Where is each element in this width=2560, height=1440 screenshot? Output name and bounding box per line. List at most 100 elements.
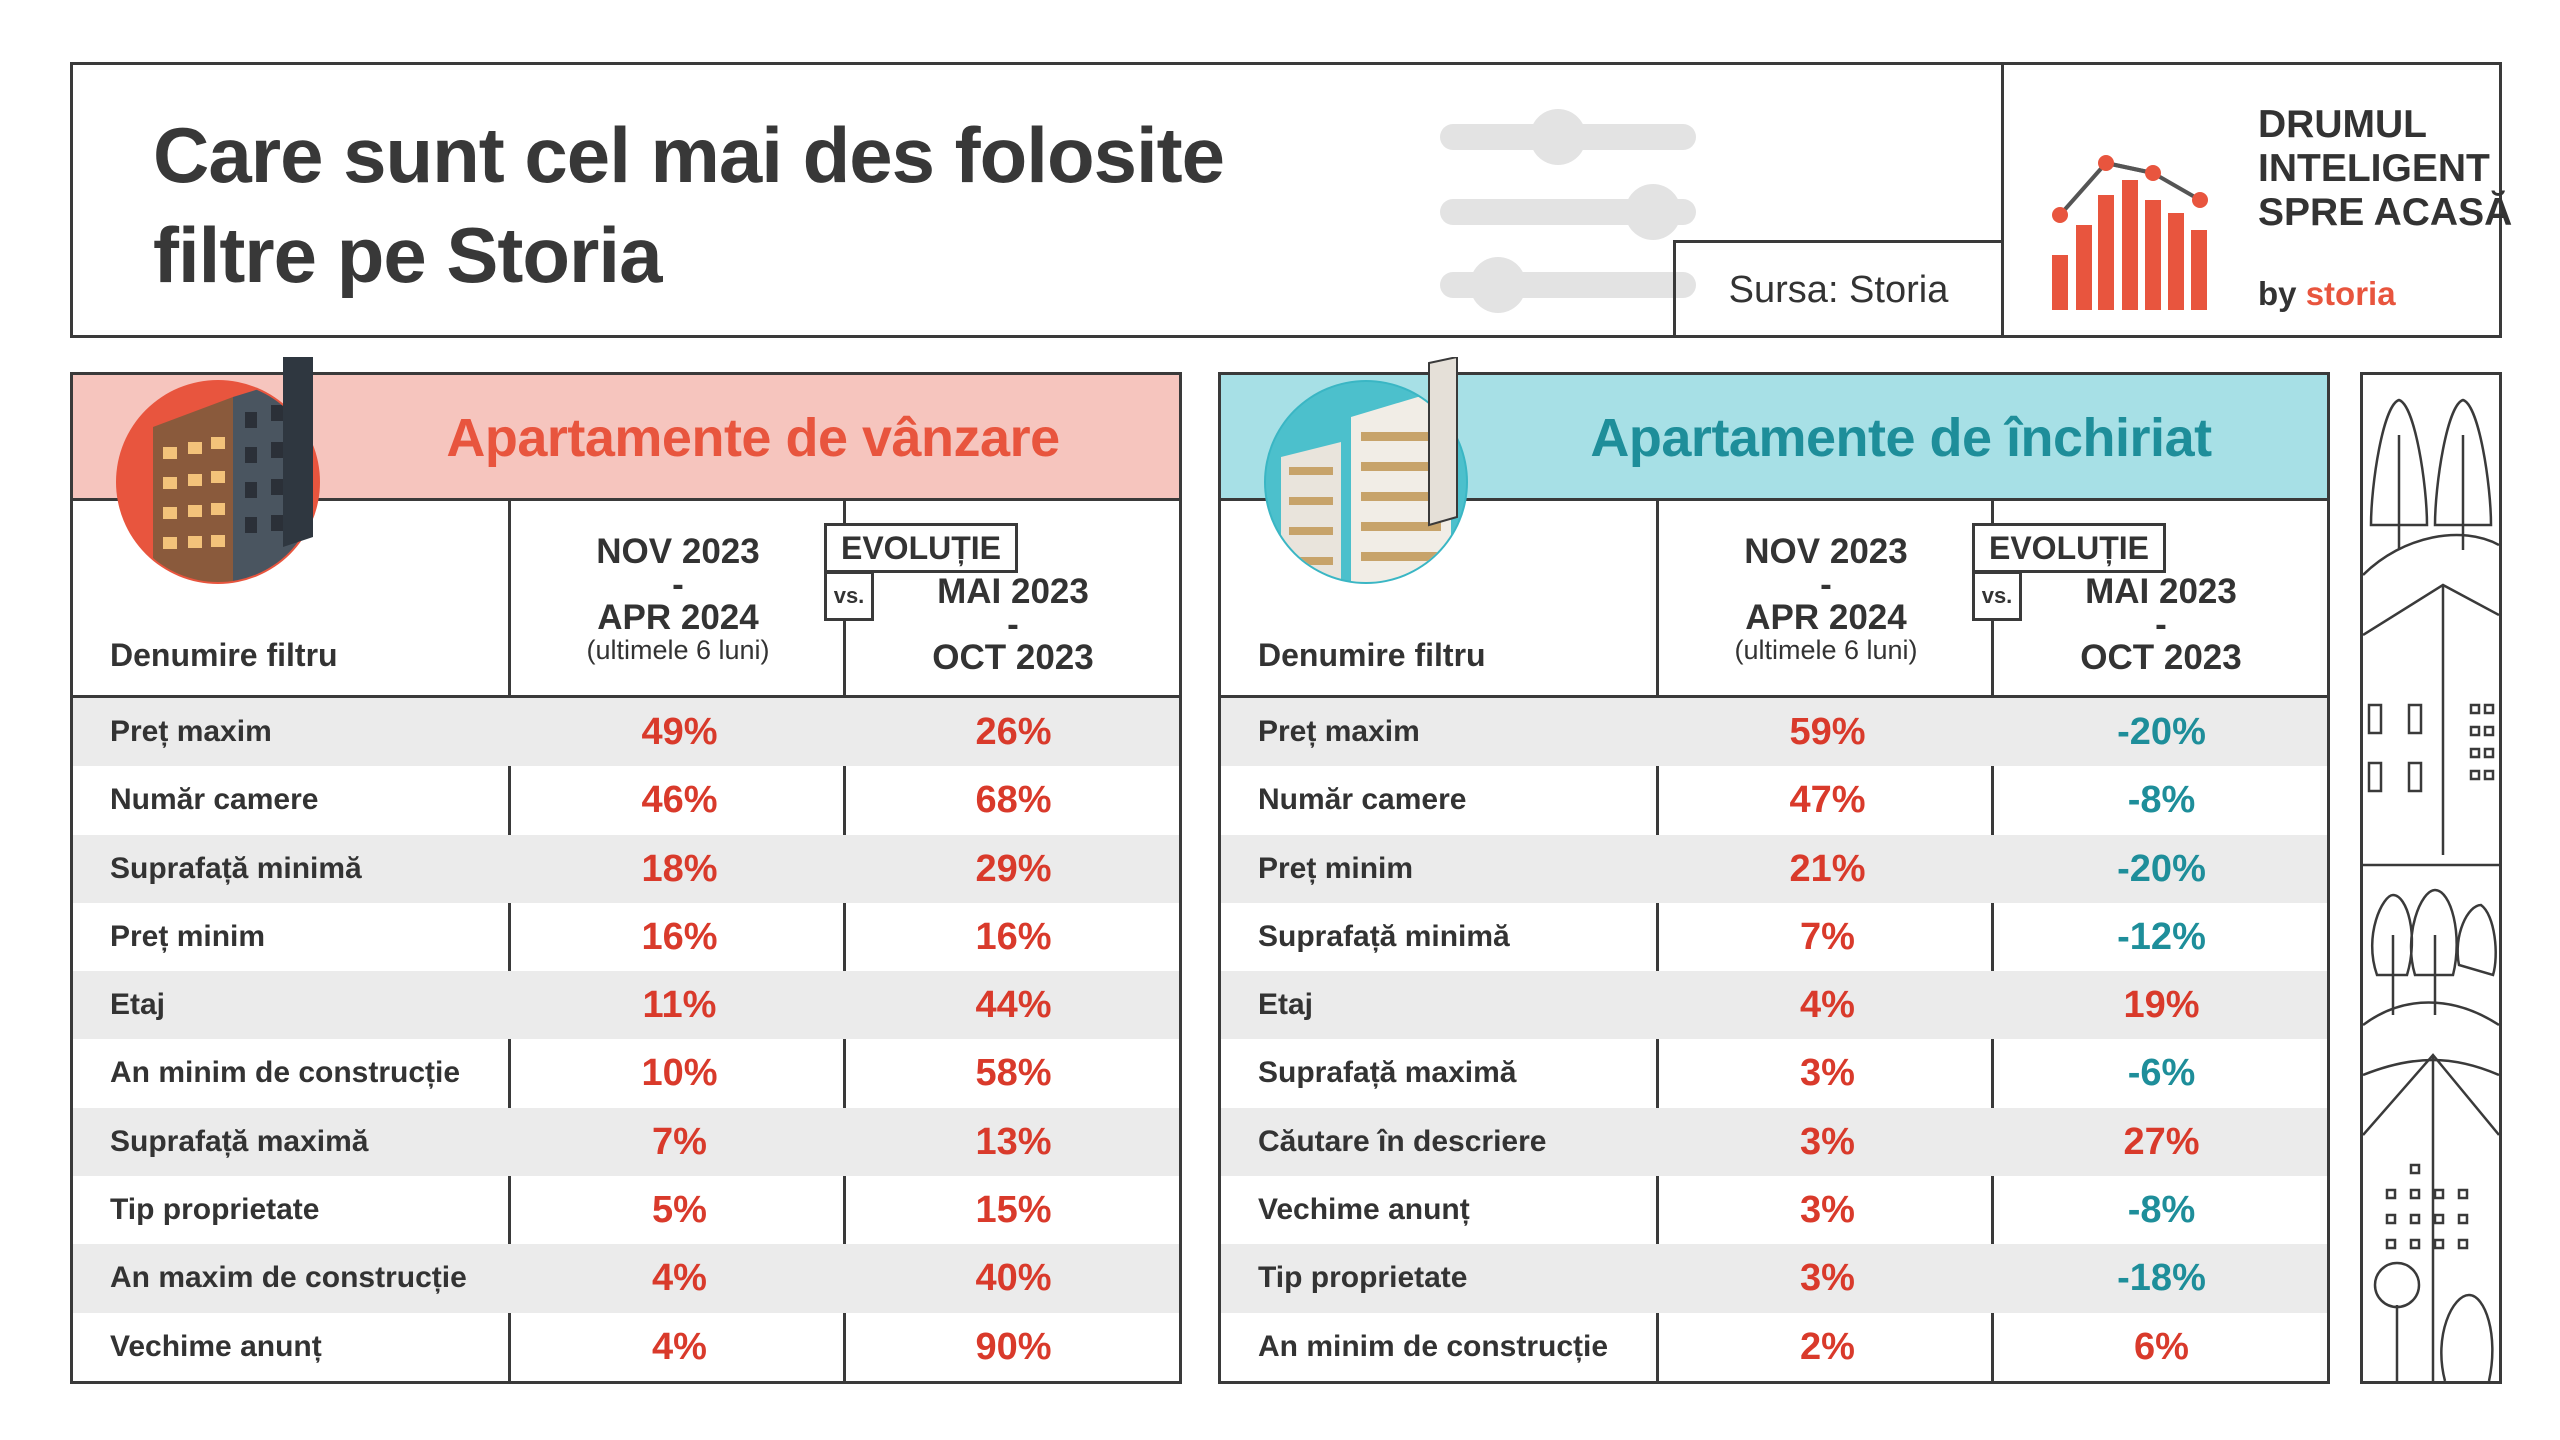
share-value: 10% [641, 1052, 718, 1095]
filter-name: An maxim de construcție [110, 1261, 467, 1295]
period1-line3: APR 2024 [597, 598, 759, 637]
brand-storia: storia [2305, 275, 2396, 312]
evolution-value: 58% [975, 1052, 1052, 1095]
evolution-value: 13% [975, 1120, 1052, 1163]
evolution-label: EVOLUȚIE [1972, 523, 2166, 573]
sale-table: Apartamente de vânzare Denumire [70, 357, 1182, 1384]
evolution-value: 19% [2123, 984, 2200, 1027]
evolution-value: 6% [2134, 1325, 2189, 1368]
share-value: 49% [641, 711, 718, 753]
column-header-period1: NOV 2023 - APR 2024 (ultimele 6 luni) [1661, 532, 1991, 666]
filter-name: Căutare în descriere [1258, 1124, 1547, 1158]
share-value: 4% [652, 1325, 707, 1368]
evolution-value: 27% [2123, 1120, 2200, 1163]
brand-name: DRUMUL INTELIGENT SPRE ACASĂ [2258, 103, 2538, 235]
period1-note: (ultimele 6 luni) [586, 635, 770, 665]
column-divider [843, 501, 846, 1381]
filter-name: Preț minim [1258, 851, 1414, 885]
evolution-value: 68% [975, 779, 1052, 822]
period2-line1: MAI 2023 [937, 572, 1089, 611]
period2-line3: OCT 2023 [2080, 638, 2242, 677]
header-divider [1221, 695, 2327, 698]
period2-line1: MAI 2023 [2085, 572, 2237, 611]
filter-name: Suprafață maximă [110, 1124, 369, 1158]
table-row: Etaj 11% 44% [73, 971, 1179, 1040]
period2-line2: - [1007, 605, 1019, 644]
vs-label: vs. [1972, 571, 2022, 621]
share-value: 11% [642, 984, 717, 1027]
period1-note: (ultimele 6 luni) [1734, 635, 1918, 665]
column-header-period2: MAI 2023 - OCT 2023 [1996, 572, 2326, 677]
evolution-value: 90% [975, 1325, 1052, 1368]
filter-name: An minim de construcție [110, 1056, 461, 1090]
filter-name: Suprafață minimă [1258, 919, 1510, 953]
table-row: An maxim de construcție 4% 40% [73, 1244, 1179, 1313]
table-row: Etaj 4% 19% [1221, 971, 2327, 1040]
table-row: Număr camere 47% -8% [1221, 766, 2327, 834]
share-value: 47% [1789, 779, 1866, 822]
side-illustration [2360, 372, 2502, 1384]
share-value: 4% [652, 1257, 707, 1300]
sale-table-title: Apartamente de vânzare [446, 408, 1060, 468]
rent-table-body: Preț maxim 59% -20% Număr camere 47% -8% Preț … [1221, 698, 2327, 1381]
period2-line3: OCT 2023 [932, 638, 1094, 677]
evolution-value: -20% [2117, 847, 2206, 890]
column-header-period2: MAI 2023 - OCT 2023 [848, 572, 1178, 677]
share-value: 59% [1789, 711, 1866, 753]
share-value: 3% [1800, 1120, 1855, 1163]
brand-line-2: INTELIGENT [2258, 147, 2490, 190]
brand-by-line: by storia [2258, 275, 2396, 313]
evolution-value: 29% [975, 847, 1052, 890]
filter-name: Tip proprietate [1258, 1261, 1468, 1295]
column-header-period1: NOV 2023 - APR 2024 (ultimele 6 luni) [513, 532, 843, 666]
period1-line1: NOV 2023 [1744, 532, 1908, 571]
table-row: Preț maxim 49% 26% [73, 698, 1179, 767]
vs-label: vs. [824, 571, 874, 621]
title-line-2: filtre pe Storia [153, 211, 662, 299]
brand-line-3: SPRE ACASĂ [2258, 191, 2513, 234]
filter-name: An minim de construcție [1258, 1329, 1609, 1363]
evolution-value: 44% [975, 984, 1052, 1027]
filter-name: Număr camere [1258, 783, 1467, 817]
share-value: 2% [1800, 1325, 1855, 1368]
filter-sliders-icon [1440, 109, 1696, 313]
brand-by: by [2258, 275, 2297, 312]
evolution-value: -8% [2127, 779, 2196, 822]
rent-table: Apartamente de închiriat Denumire filtru… [1218, 357, 2330, 1384]
share-value: 7% [652, 1120, 707, 1163]
share-value: 16% [641, 915, 718, 958]
table-row: Suprafață minimă 18% 29% [73, 834, 1179, 903]
share-value: 5% [652, 1189, 707, 1232]
building-photo-icon [116, 357, 320, 584]
share-value: 4% [1800, 984, 1855, 1027]
column-header-filter: Denumire filtru [110, 637, 338, 673]
evolution-value: 40% [975, 1257, 1052, 1300]
evolution-value: 15% [975, 1189, 1052, 1232]
brand-line-1: DRUMUL [2258, 103, 2427, 146]
table-row: Tip proprietate 5% 15% [73, 1176, 1179, 1244]
filter-name: Suprafață minimă [110, 851, 362, 885]
evolution-value: 26% [975, 711, 1052, 753]
share-value: 46% [641, 779, 718, 822]
filter-name: Vechime anunț [110, 1329, 322, 1363]
period1-line2: - [1820, 565, 1832, 604]
header-divider [73, 695, 1179, 698]
house-trees-illustration-icon [2362, 398, 2500, 1382]
rent-table-title: Apartamente de închiriat [1590, 408, 2212, 468]
sale-table-body: Preț maxim 49% 26% Număr camere 46% 68% Supraf… [73, 698, 1179, 1381]
evolution-value: -18% [2117, 1257, 2206, 1300]
filter-name: Preț maxim [1258, 715, 1420, 748]
evolution-value: -8% [2127, 1189, 2196, 1232]
share-value: 3% [1800, 1189, 1855, 1232]
column-header-filter: Denumire filtru [1258, 637, 1486, 673]
title-line-1: Care sunt cel mai des folosite [153, 111, 1225, 199]
filter-name: Suprafață maximă [1258, 1056, 1517, 1090]
building-photo-icon [1264, 357, 1468, 584]
table-row: Tip proprietate 3% -18% [1221, 1244, 2327, 1313]
brand-divider [2001, 65, 2004, 335]
period1-line1: NOV 2023 [596, 532, 760, 571]
source-box: Sursa: Storia [1673, 240, 2001, 338]
table-row: Suprafață maximă 7% 13% [73, 1107, 1179, 1177]
share-value: 21% [1789, 847, 1866, 890]
filter-name: Vechime anunț [1258, 1193, 1470, 1227]
